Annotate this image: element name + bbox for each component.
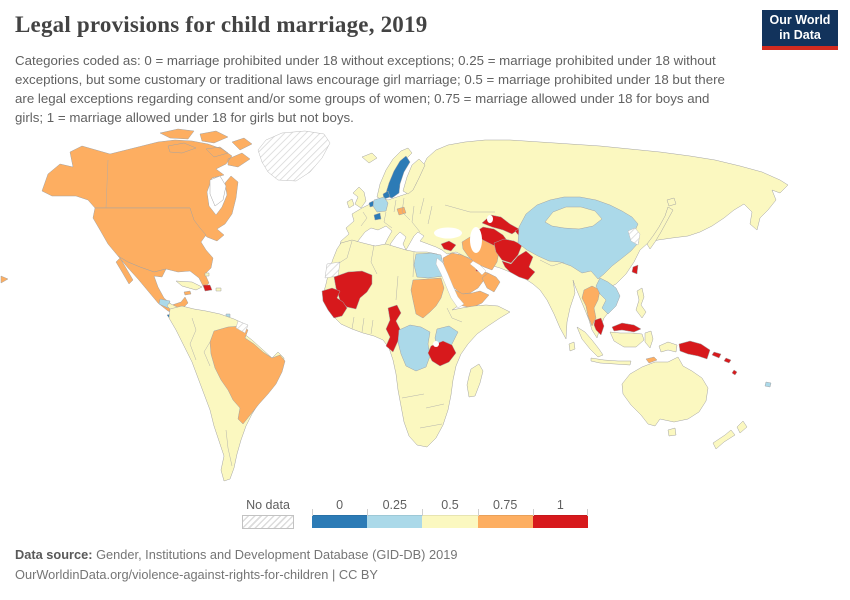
country-mongolia[interactable] (544, 206, 603, 230)
country-germany[interactable] (372, 196, 389, 213)
country-usa[interactable] (0, 207, 214, 289)
legend-no-data-swatch (242, 515, 294, 529)
legend-bin-label: 0.25 (382, 498, 407, 512)
country-oman[interactable] (481, 272, 501, 293)
legend-bin-label: 0 (336, 498, 344, 512)
country-japan[interactable] (646, 197, 677, 250)
country-madagascar[interactable] (466, 363, 484, 398)
url-line: OurWorldinData.org/violence-against-righ… (15, 567, 378, 583)
country-brazil[interactable] (209, 325, 286, 425)
black-sea (434, 227, 462, 239)
country-philippines[interactable] (635, 287, 647, 319)
region-cameroon-gabon-congo[interactable] (385, 304, 402, 353)
country-papua-new-guinea[interactable] (678, 340, 722, 360)
owid-logo-line1: Our World (769, 12, 831, 27)
country-hungary[interactable] (396, 206, 407, 216)
country-ireland[interactable] (346, 198, 355, 209)
country-sri-lanka[interactable] (568, 341, 576, 352)
country-australia[interactable] (621, 356, 709, 437)
country-mexico[interactable] (115, 255, 189, 315)
aral-sea (487, 215, 493, 223)
country-dr-congo[interactable] (397, 324, 431, 372)
sea-shapes (209, 175, 493, 347)
country-hispaniola[interactable] (202, 284, 213, 292)
legend-bin-0.75[interactable]: 0.75 (477, 498, 533, 528)
country-borders (105, 159, 565, 467)
legend-bin-0.5[interactable]: 0.5 (422, 498, 478, 528)
hudson-bay (209, 175, 227, 207)
data-source-line: Data source: Gender, Institutions and De… (15, 545, 457, 565)
legend-bin-swatch (312, 515, 368, 528)
page-title: Legal provisions for child marriage, 201… (15, 12, 428, 37)
country-pakistan[interactable] (501, 250, 536, 281)
country-puerto-rico[interactable] (215, 287, 222, 292)
legend-no-data[interactable]: No data (242, 498, 294, 529)
owid-logo: Our World in Data (762, 10, 838, 50)
region-korea[interactable] (627, 227, 641, 246)
country-timor-leste[interactable] (645, 356, 658, 364)
country-jamaica[interactable] (183, 290, 192, 296)
legend-bin-0.25[interactable]: 0.25 (367, 498, 423, 528)
country-iceland[interactable] (361, 152, 378, 164)
country-uk[interactable] (352, 186, 367, 209)
legend-no-data-label: No data (246, 498, 290, 512)
legend-bin-label: 0.5 (441, 498, 459, 512)
legend-bin-0[interactable]: 0 (312, 498, 368, 528)
legend-bin-swatch (367, 515, 423, 528)
country-bahamas[interactable] (204, 272, 210, 277)
country-indonesia[interactable] (576, 326, 678, 366)
country-switzerland[interactable] (373, 212, 382, 221)
chart-subtitle: Categories coded as: 0 = marriage prohib… (15, 53, 725, 125)
country-greenland[interactable] (257, 130, 331, 182)
data-source-label: Data source: (15, 547, 93, 562)
legend-bin-label: 1 (556, 498, 564, 512)
country-new-zealand[interactable] (712, 420, 748, 450)
legend-bin-swatch (477, 515, 533, 528)
legend-bin-label: 0.75 (492, 498, 518, 512)
country-sweden[interactable] (384, 155, 411, 199)
caspian-sea (470, 227, 482, 253)
legend-bin-swatch (422, 515, 478, 528)
country-malaysia[interactable] (593, 317, 642, 336)
red-sea (435, 257, 465, 309)
country-finland[interactable] (402, 158, 426, 195)
legend-bin-1[interactable]: 1 (532, 498, 589, 528)
country-vanuatu[interactable] (731, 369, 738, 376)
country-fiji[interactable] (764, 381, 772, 388)
country-taiwan[interactable] (631, 264, 639, 275)
lake-victoria (433, 341, 439, 347)
country-tanzania[interactable] (427, 340, 457, 367)
country-canada[interactable] (41, 128, 253, 242)
country-solomon-islands[interactable] (723, 357, 732, 364)
country-syria[interactable] (440, 240, 457, 252)
country-china[interactable] (517, 196, 640, 280)
persian-gulf (469, 260, 487, 276)
chart-footer: Data source: Gender, Institutions and De… (15, 545, 457, 586)
legend-bin-swatch (532, 515, 588, 528)
data-source-text: Gender, Institutions and Development Dat… (92, 547, 458, 562)
world-choropleth-map[interactable] (0, 124, 850, 497)
owid-logo-line2: in Data (779, 28, 821, 42)
country-cuba[interactable] (175, 280, 203, 291)
country-suriname[interactable] (235, 320, 249, 334)
region-laos-vietnam-cambodia[interactable] (595, 277, 621, 315)
region-senegal-guinea[interactable] (321, 287, 348, 319)
country-sudan[interactable] (410, 277, 445, 319)
country-mali[interactable] (333, 270, 373, 310)
country-afghanistan[interactable] (493, 238, 523, 264)
legend-bar: 0 0.25 0.5 0.75 1 (312, 498, 589, 528)
